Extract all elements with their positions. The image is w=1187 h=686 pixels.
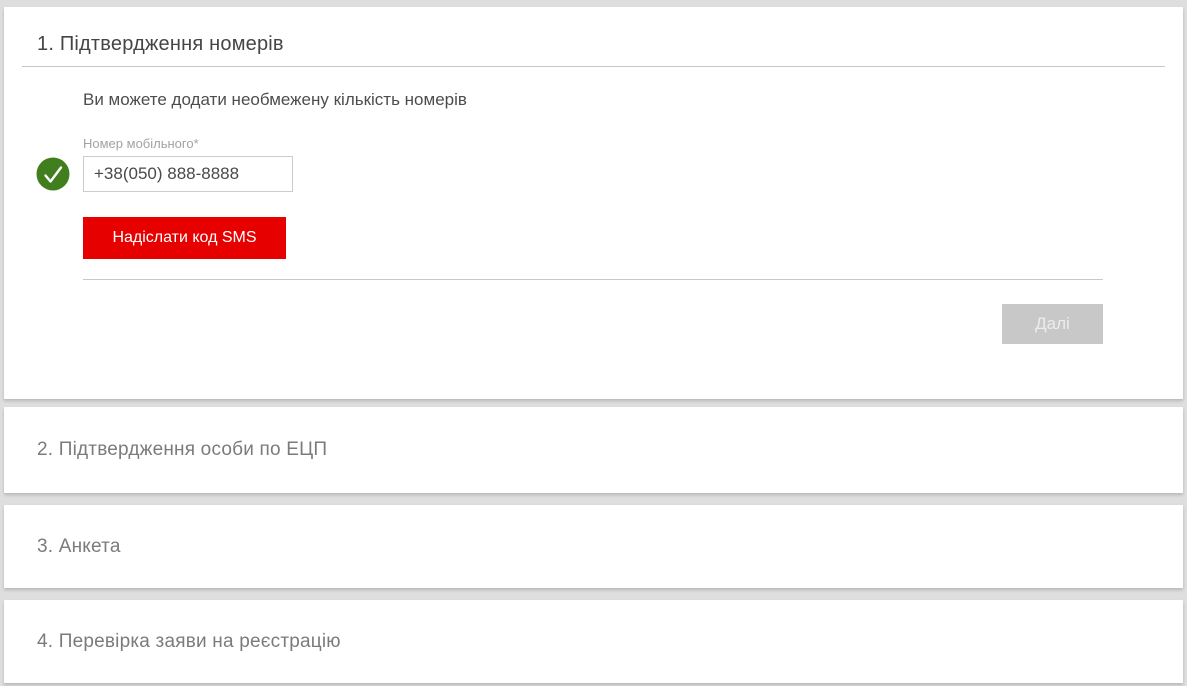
step3-panel[interactable]: 3. Анкета [4, 505, 1183, 588]
next-step-button[interactable]: Далі [1002, 304, 1103, 344]
step1-panel: 1. Підтвердження номерів Ви можете додат… [4, 7, 1183, 399]
step1-header[interactable]: 1. Підтвердження номерів [4, 7, 1183, 56]
step1-intro-text: Ви можете додати необмежену кількість но… [83, 90, 467, 109]
phone-row [36, 156, 1103, 192]
send-sms-code-button[interactable]: Надіслати код SMS [83, 217, 286, 259]
step4-title: 4. Перевірка заяви на реєстрацію [37, 630, 341, 652]
success-check-icon [36, 157, 70, 191]
step4-panel[interactable]: 4. Перевірка заяви на реєстрацію [4, 600, 1183, 683]
step1-content-divider [83, 279, 1103, 280]
step3-title: 3. Анкета [37, 535, 121, 557]
step2-panel[interactable]: 2. Підтвердження особи по ЕЦП [4, 407, 1183, 493]
step1-header-divider [22, 66, 1165, 67]
step2-title: 2. Підтвердження особи по ЕЦП [37, 439, 328, 460]
step1-body: Ви можете додати необмежену кількість но… [4, 90, 1183, 344]
phone-number-input[interactable] [83, 156, 293, 192]
step1-title: 1. Підтвердження номерів [37, 33, 284, 55]
next-button-row: Далі [83, 304, 1103, 344]
phone-field-label: Номер мобільного* [83, 136, 199, 151]
